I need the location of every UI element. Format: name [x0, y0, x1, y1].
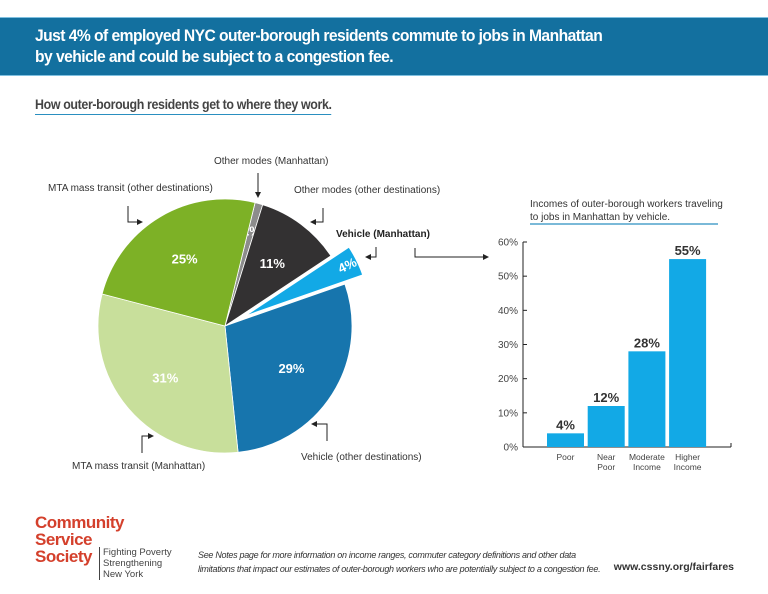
label-vehicle-manhattan: Vehicle (Manhattan) — [336, 229, 430, 240]
page-title: Just 4% of employed NYC outer-borough re… — [35, 25, 603, 67]
arrow-icon — [141, 433, 154, 453]
pie-chart: 1%11% 4%29%31%25% — [97, 198, 365, 454]
label-other-modes-other: Other modes (other destinations) — [294, 185, 440, 196]
footnote-line: See Notes page for more information on i… — [198, 550, 576, 560]
pie-data-label: 29% — [278, 361, 304, 376]
bar-data-label: 4% — [556, 417, 575, 432]
logo-line: Community — [35, 513, 125, 532]
bar — [669, 259, 707, 447]
logo-tagline: Fighting Poverty Strengthening New York — [99, 547, 172, 580]
y-tick-label: 30% — [498, 340, 518, 351]
y-tick-label: 0% — [504, 443, 519, 454]
arrow-icon — [311, 421, 328, 441]
pie-slice — [240, 245, 365, 319]
logo-line: Society — [35, 547, 92, 566]
arrow-icon — [310, 208, 324, 225]
bar — [587, 406, 625, 447]
section-subtitle: How outer-borough residents get to where… — [35, 97, 332, 115]
bar-data-label: 12% — [593, 390, 619, 405]
pie-data-label: 25% — [172, 251, 198, 266]
callout-arrows — [127, 173, 489, 453]
bar — [547, 433, 584, 447]
bar-chart-title-1: Incomes of outer-borough workers traveli… — [530, 199, 723, 210]
tagline-line: Strengthening — [103, 558, 163, 569]
bar-chart-title-2: to jobs in Manhattan by vehicle. — [530, 212, 670, 223]
y-tick-label: 40% — [498, 306, 518, 317]
x-tick-label: Income — [674, 462, 702, 472]
pie-slice — [101, 198, 256, 327]
pie-labels: Other modes (Manhattan) Other modes (oth… — [48, 156, 440, 472]
label-other-modes-manhattan: Other modes (Manhattan) — [214, 156, 329, 167]
tagline-line: Fighting Poverty — [103, 547, 172, 558]
x-tick-label: Moderate — [629, 452, 665, 462]
tagline-line: New York — [103, 569, 144, 580]
pie-slice — [224, 204, 332, 327]
arrow-icon — [414, 248, 489, 260]
x-tick-label: Near — [597, 452, 616, 462]
footnote: See Notes page for more information on i… — [198, 548, 601, 576]
bar-data-label: 55% — [675, 243, 701, 258]
css-logo: Community Service Society — [35, 513, 125, 566]
pie-data-label: 31% — [152, 370, 178, 385]
x-tick-label: Poor — [597, 462, 615, 472]
title-line-1: Just 4% of employed NYC outer-borough re… — [35, 26, 603, 45]
bar — [628, 351, 666, 447]
y-tick-label: 60% — [498, 238, 518, 249]
label-mta-other: MTA mass transit (other destinations) — [48, 183, 213, 194]
bar-chart: 0%10%20%30%40%50%60%4%Poor12%NearPoor28%… — [498, 238, 732, 472]
pie-slice — [224, 283, 353, 453]
title-line-2: by vehicle and could be subject to a con… — [35, 47, 394, 66]
label-vehicle-other: Vehicle (other destinations) — [301, 452, 422, 463]
x-tick-label: Poor — [557, 452, 575, 462]
pie-data-label: 11% — [260, 256, 286, 271]
website-link[interactable]: www.cssny.org/fairfares — [613, 561, 734, 573]
footnote-line: limitations that impact our estimates of… — [198, 564, 601, 574]
y-tick-label: 50% — [498, 272, 518, 283]
y-tick-label: 10% — [498, 408, 518, 419]
arrow-icon — [365, 247, 377, 260]
y-tick-label: 20% — [498, 374, 518, 385]
bar-data-label: 28% — [634, 335, 660, 350]
label-mta-manhattan: MTA mass transit (Manhattan) — [72, 461, 205, 472]
logo-line: Service — [35, 530, 93, 549]
x-tick-label: Higher — [675, 452, 700, 462]
pie-slice — [97, 293, 239, 454]
pie-data-label: 4% — [336, 254, 360, 276]
x-tick-label: Income — [633, 462, 661, 472]
arrow-icon — [127, 206, 143, 225]
header-band: Just 4% of employed NYC outer-borough re… — [0, 17, 768, 76]
